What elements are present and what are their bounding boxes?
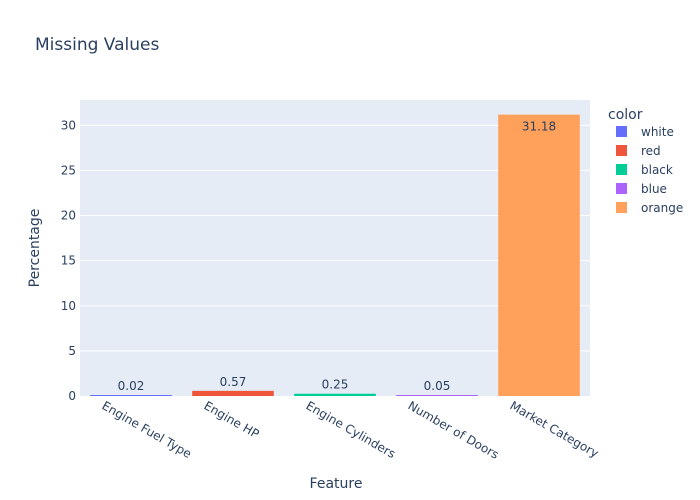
legend-label: blue	[641, 182, 667, 196]
legend-swatch	[616, 126, 627, 137]
y-tick-label: 15	[61, 254, 76, 268]
x-tick-label: Engine Fuel Type	[100, 398, 194, 461]
bar-value-labels: 0.02 0.57 0.25 0.05 31.18	[118, 120, 557, 393]
y-tick-label: 5	[68, 344, 76, 358]
bar-value-label: 0.25	[322, 378, 349, 392]
legend-label: red	[641, 144, 661, 158]
y-tick-label: 10	[61, 299, 76, 313]
bars	[90, 114, 580, 397]
legend-item-red[interactable]: red	[616, 144, 661, 158]
legend-title: color	[608, 107, 643, 123]
x-tick-label: Number of Doors	[406, 398, 502, 461]
legend-item-white[interactable]: white	[616, 125, 674, 139]
x-tick-label: Market Category	[508, 398, 602, 460]
legend-swatch	[616, 202, 627, 213]
bar-red[interactable]	[192, 390, 274, 396]
bar-black[interactable]	[294, 393, 376, 396]
bar-white[interactable]	[90, 395, 172, 396]
chart-title: Missing Values	[35, 35, 159, 55]
bar-value-label: 0.57	[220, 375, 247, 389]
bar-value-label: 0.02	[118, 379, 145, 393]
legend-items: white red black blue orange	[616, 125, 683, 215]
bar-value-label: 0.05	[424, 379, 451, 393]
legend-label: white	[641, 125, 674, 139]
y-tick-label: 25	[61, 163, 76, 177]
y-tick-label: 20	[61, 209, 76, 223]
x-tick-label: Engine Cylinders	[304, 398, 398, 461]
legend-swatch	[616, 164, 627, 175]
y-tick-label: 0	[68, 389, 76, 403]
legend-item-orange[interactable]: orange	[616, 201, 683, 215]
x-tick-label: Engine HP	[202, 398, 262, 441]
bar-orange[interactable]	[498, 114, 580, 397]
y-axis-ticks: 0 5 10 15 20 25 30	[61, 118, 76, 403]
y-axis-title: Percentage	[27, 209, 43, 288]
legend-item-black[interactable]: black	[616, 163, 673, 177]
y-tick-label: 30	[61, 118, 76, 132]
bar-value-label: 31.18	[522, 120, 556, 134]
legend[interactable]: color white red black blue orange	[608, 107, 683, 215]
x-axis-title: Feature	[310, 476, 363, 492]
legend-swatch	[616, 183, 627, 194]
x-axis-ticks: Engine Fuel Type Engine HP Engine Cylinder…	[100, 398, 602, 461]
bar-blue[interactable]	[396, 395, 478, 396]
legend-swatch	[616, 145, 627, 156]
legend-label: orange	[641, 201, 683, 215]
legend-label: black	[641, 163, 673, 177]
legend-item-blue[interactable]: blue	[616, 182, 667, 196]
